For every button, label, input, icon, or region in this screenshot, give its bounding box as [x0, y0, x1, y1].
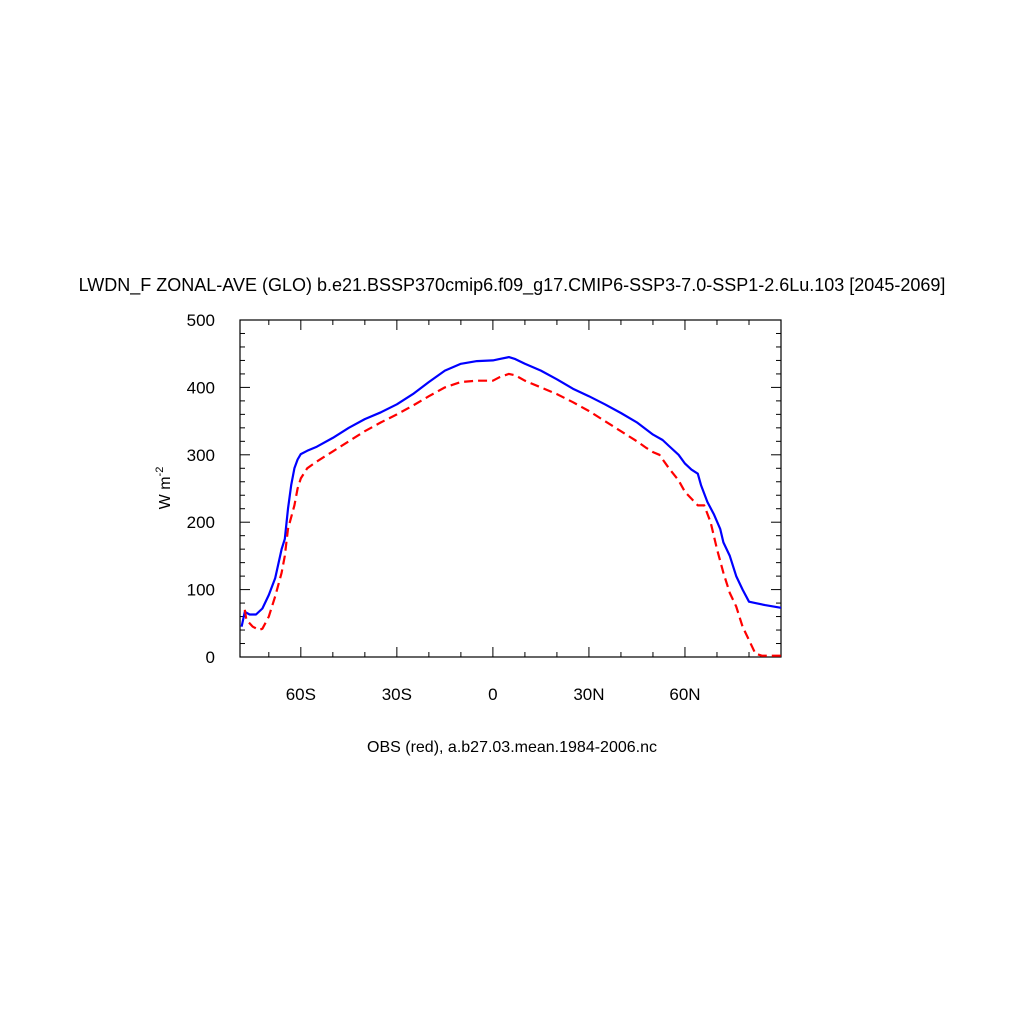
x-tick-label: 60N	[669, 685, 700, 704]
y-tick-labels: 0 100 200 300 400 500	[187, 311, 215, 667]
y-tick-label: 300	[187, 446, 215, 465]
chart-title: LWDN_F ZONAL-AVE (GLO) b.e21.BSSP370cmip…	[79, 275, 946, 296]
x-tick-label: 30S	[382, 685, 412, 704]
plot-frame	[239, 319, 782, 658]
series-layer	[240, 356, 782, 657]
model-series-line	[240, 356, 782, 627]
y-axis-label-base: W m	[157, 476, 174, 509]
y-tick-label: 0	[206, 648, 215, 667]
obs-series-line	[243, 372, 781, 657]
minor-ticks	[240, 320, 782, 657]
observation-source-note: OBS (red), a.b27.03.mean.1984-2006.nc	[367, 739, 657, 756]
x-tick-label: 30N	[573, 685, 604, 704]
y-axis-label: W m-2	[154, 467, 174, 510]
y-axis-label-exponent: -2	[154, 467, 166, 477]
y-tick-label: 500	[187, 311, 215, 330]
x-tick-label: 0	[488, 685, 497, 704]
plot-area	[239, 319, 782, 658]
y-tick-label: 100	[187, 581, 215, 600]
major-ticks	[240, 319, 781, 658]
x-tick-labels: 60S 30S 0 30N 60N	[286, 685, 701, 704]
x-tick-label: 60S	[286, 685, 316, 704]
y-tick-label: 400	[187, 378, 215, 397]
y-tick-label: 200	[187, 513, 215, 532]
